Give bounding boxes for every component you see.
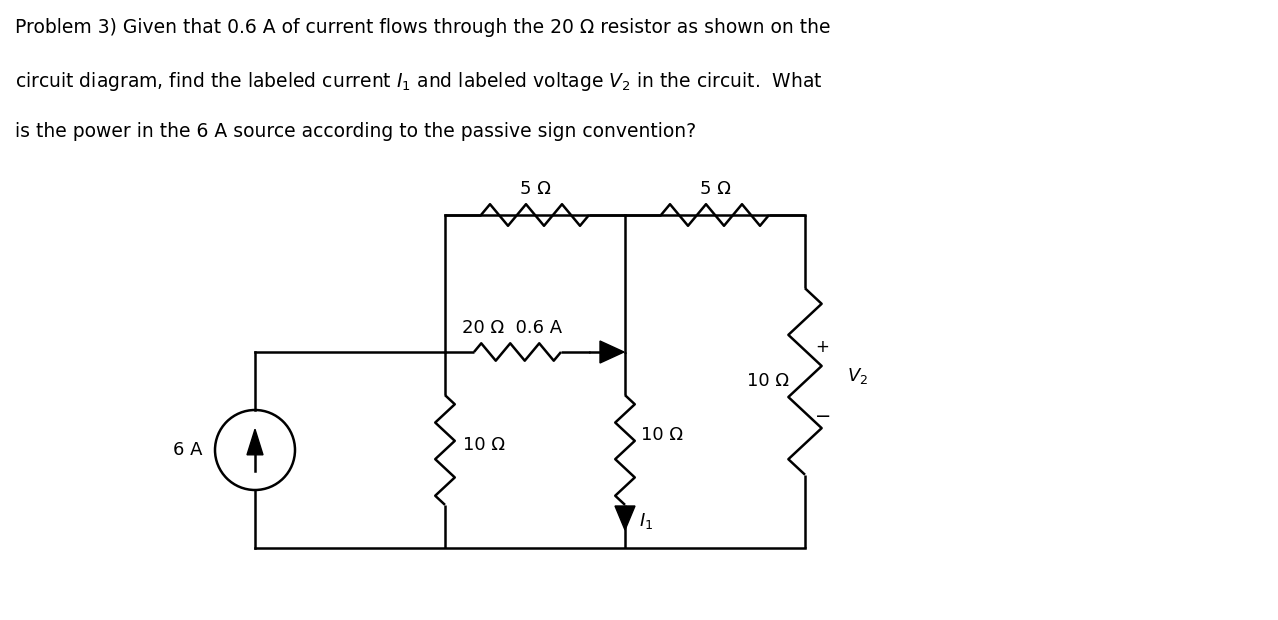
Polygon shape [247,429,263,455]
Polygon shape [615,506,635,530]
Text: $I_1$: $I_1$ [639,511,653,531]
Text: is the power in the 6 A source according to the passive sign convention?: is the power in the 6 A source according… [15,122,697,141]
Text: 5 Ω: 5 Ω [520,180,551,198]
Text: $V_2$: $V_2$ [847,366,868,386]
Text: 5 Ω: 5 Ω [699,180,731,198]
Text: 6 A: 6 A [174,441,203,459]
Text: +: + [815,337,829,355]
Text: −: − [815,407,832,426]
Text: 10 Ω: 10 Ω [642,426,682,444]
Polygon shape [599,341,624,363]
Text: 20 Ω  0.6 A: 20 Ω 0.6 A [463,319,562,337]
Text: Problem 3) Given that 0.6 A of current flows through the 20 Ω resistor as shown : Problem 3) Given that 0.6 A of current f… [15,18,831,37]
Text: circuit diagram, find the labeled current $I_1$ and labeled voltage $V_2$ in the: circuit diagram, find the labeled curren… [15,70,823,93]
Text: 10 Ω: 10 Ω [463,436,505,454]
Text: 10 Ω: 10 Ω [748,373,789,391]
